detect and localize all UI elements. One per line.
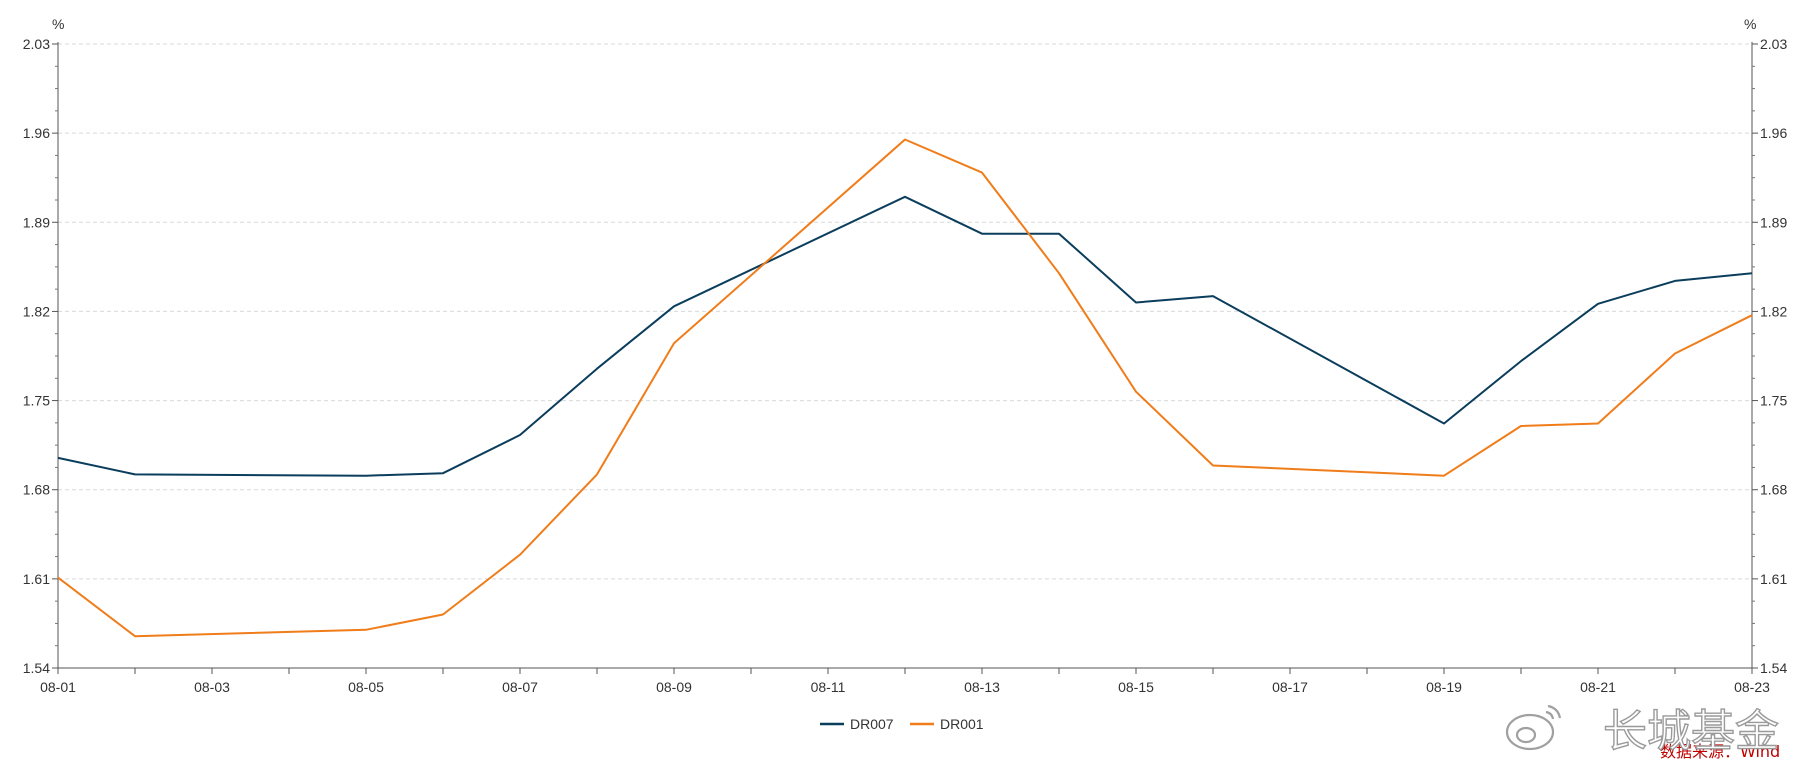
y-right-tick-label: 1.75 (1760, 393, 1787, 409)
x-tick-label: 08-03 (194, 679, 230, 695)
series-line-dr001 (57, 138, 1753, 638)
x-tick-label: 08-13 (964, 679, 1000, 695)
y-left-tick-label: 1.89 (23, 214, 50, 230)
y-axis-left-unit: % (52, 16, 64, 32)
y-right-tick-label: 1.54 (1760, 660, 1787, 676)
series-line-dr007 (57, 195, 1753, 477)
x-tick-label: 08-09 (656, 679, 692, 695)
watermark-text: 长城基金 (1603, 706, 1779, 757)
y-left-tick-label: 1.54 (23, 660, 50, 676)
watermark: 长城基金 (1505, 704, 1780, 758)
x-axis-ticks: 08-01 08-03 08-05 08-07 08-09 08-11 08-13 08-15… (40, 668, 1770, 695)
x-tick-label: 08-15 (1118, 679, 1154, 695)
y-left-tick-label: 1.82 (23, 303, 50, 319)
y-right-tick-label: 1.61 (1760, 571, 1787, 587)
x-tick-label: 08-01 (40, 679, 76, 695)
legend-label-dr001: DR001 (940, 716, 984, 732)
y-right-tick-label: 2.03 (1760, 36, 1787, 52)
axes (57, 42, 1753, 669)
y-left-tick-label: 1.75 (23, 393, 50, 409)
y-right-tick-label: 1.68 (1760, 482, 1787, 498)
y-left-tick-label: 1.96 (23, 125, 50, 141)
x-tick-label: 08-11 (811, 679, 846, 695)
legend: DR007 DR001 (820, 716, 984, 732)
y-axis-right-unit: % (1744, 16, 1756, 32)
y-left-tick-label: 2.03 (23, 36, 50, 52)
series-lines (57, 138, 1753, 638)
x-tick-label: 08-23 (1734, 679, 1770, 695)
y-axis-right-ticks: 1.54 1.61 1.68 1.75 1.82 1.89 1.96 2.03 (1752, 36, 1787, 676)
y-right-tick-label: 1.96 (1760, 125, 1787, 141)
x-tick-label: 08-07 (502, 679, 538, 695)
x-tick-label: 08-17 (1272, 679, 1308, 695)
source-note: 数据来源：Wind (1660, 742, 1780, 761)
grid-lines (58, 43, 1752, 580)
y-right-tick-label: 1.89 (1760, 214, 1787, 230)
y-right-tick-label: 1.82 (1760, 303, 1787, 319)
y-axis-left-ticks: 1.54 1.61 1.68 1.75 1.82 1.89 1.96 2.03 (23, 36, 58, 676)
y-left-tick-label: 1.61 (23, 571, 50, 587)
weibo-logo-icon (1505, 704, 1562, 751)
legend-label-dr007: DR007 (850, 716, 894, 732)
y-left-tick-label: 1.68 (23, 482, 50, 498)
x-tick-label: 08-21 (1580, 679, 1616, 695)
x-tick-label: 08-05 (348, 679, 384, 695)
x-tick-label: 08-19 (1426, 679, 1462, 695)
